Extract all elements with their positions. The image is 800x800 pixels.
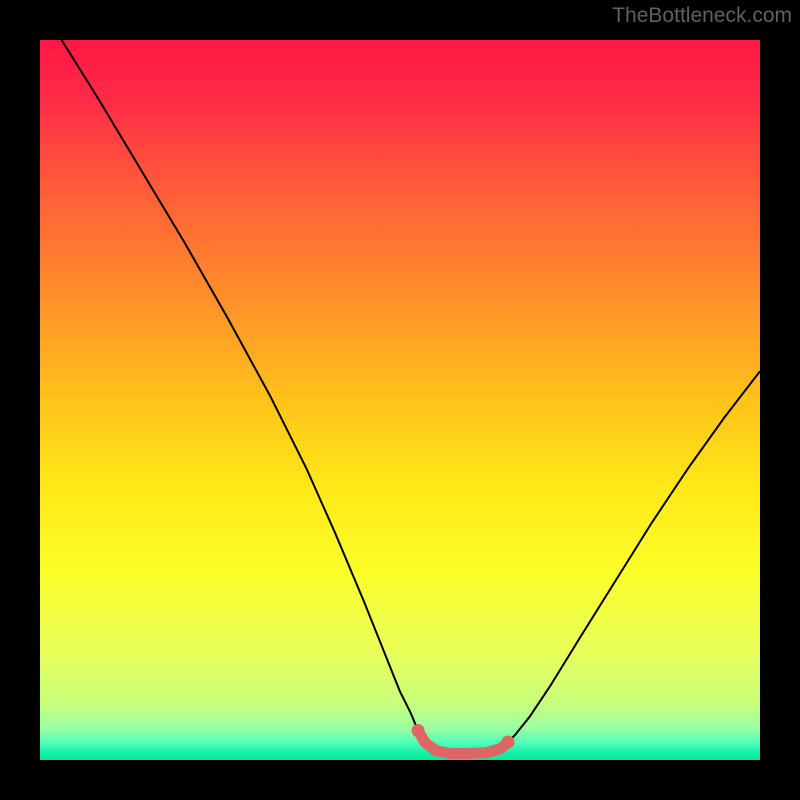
highlight-start-dot: [412, 724, 425, 737]
chart-svg: [40, 40, 760, 760]
highlight-end-dot: [502, 736, 515, 749]
chart-container: TheBottleneck.com: [0, 0, 800, 800]
gradient-background: [40, 40, 760, 760]
plot-area: [40, 40, 760, 760]
watermark-text: TheBottleneck.com: [612, 4, 792, 28]
